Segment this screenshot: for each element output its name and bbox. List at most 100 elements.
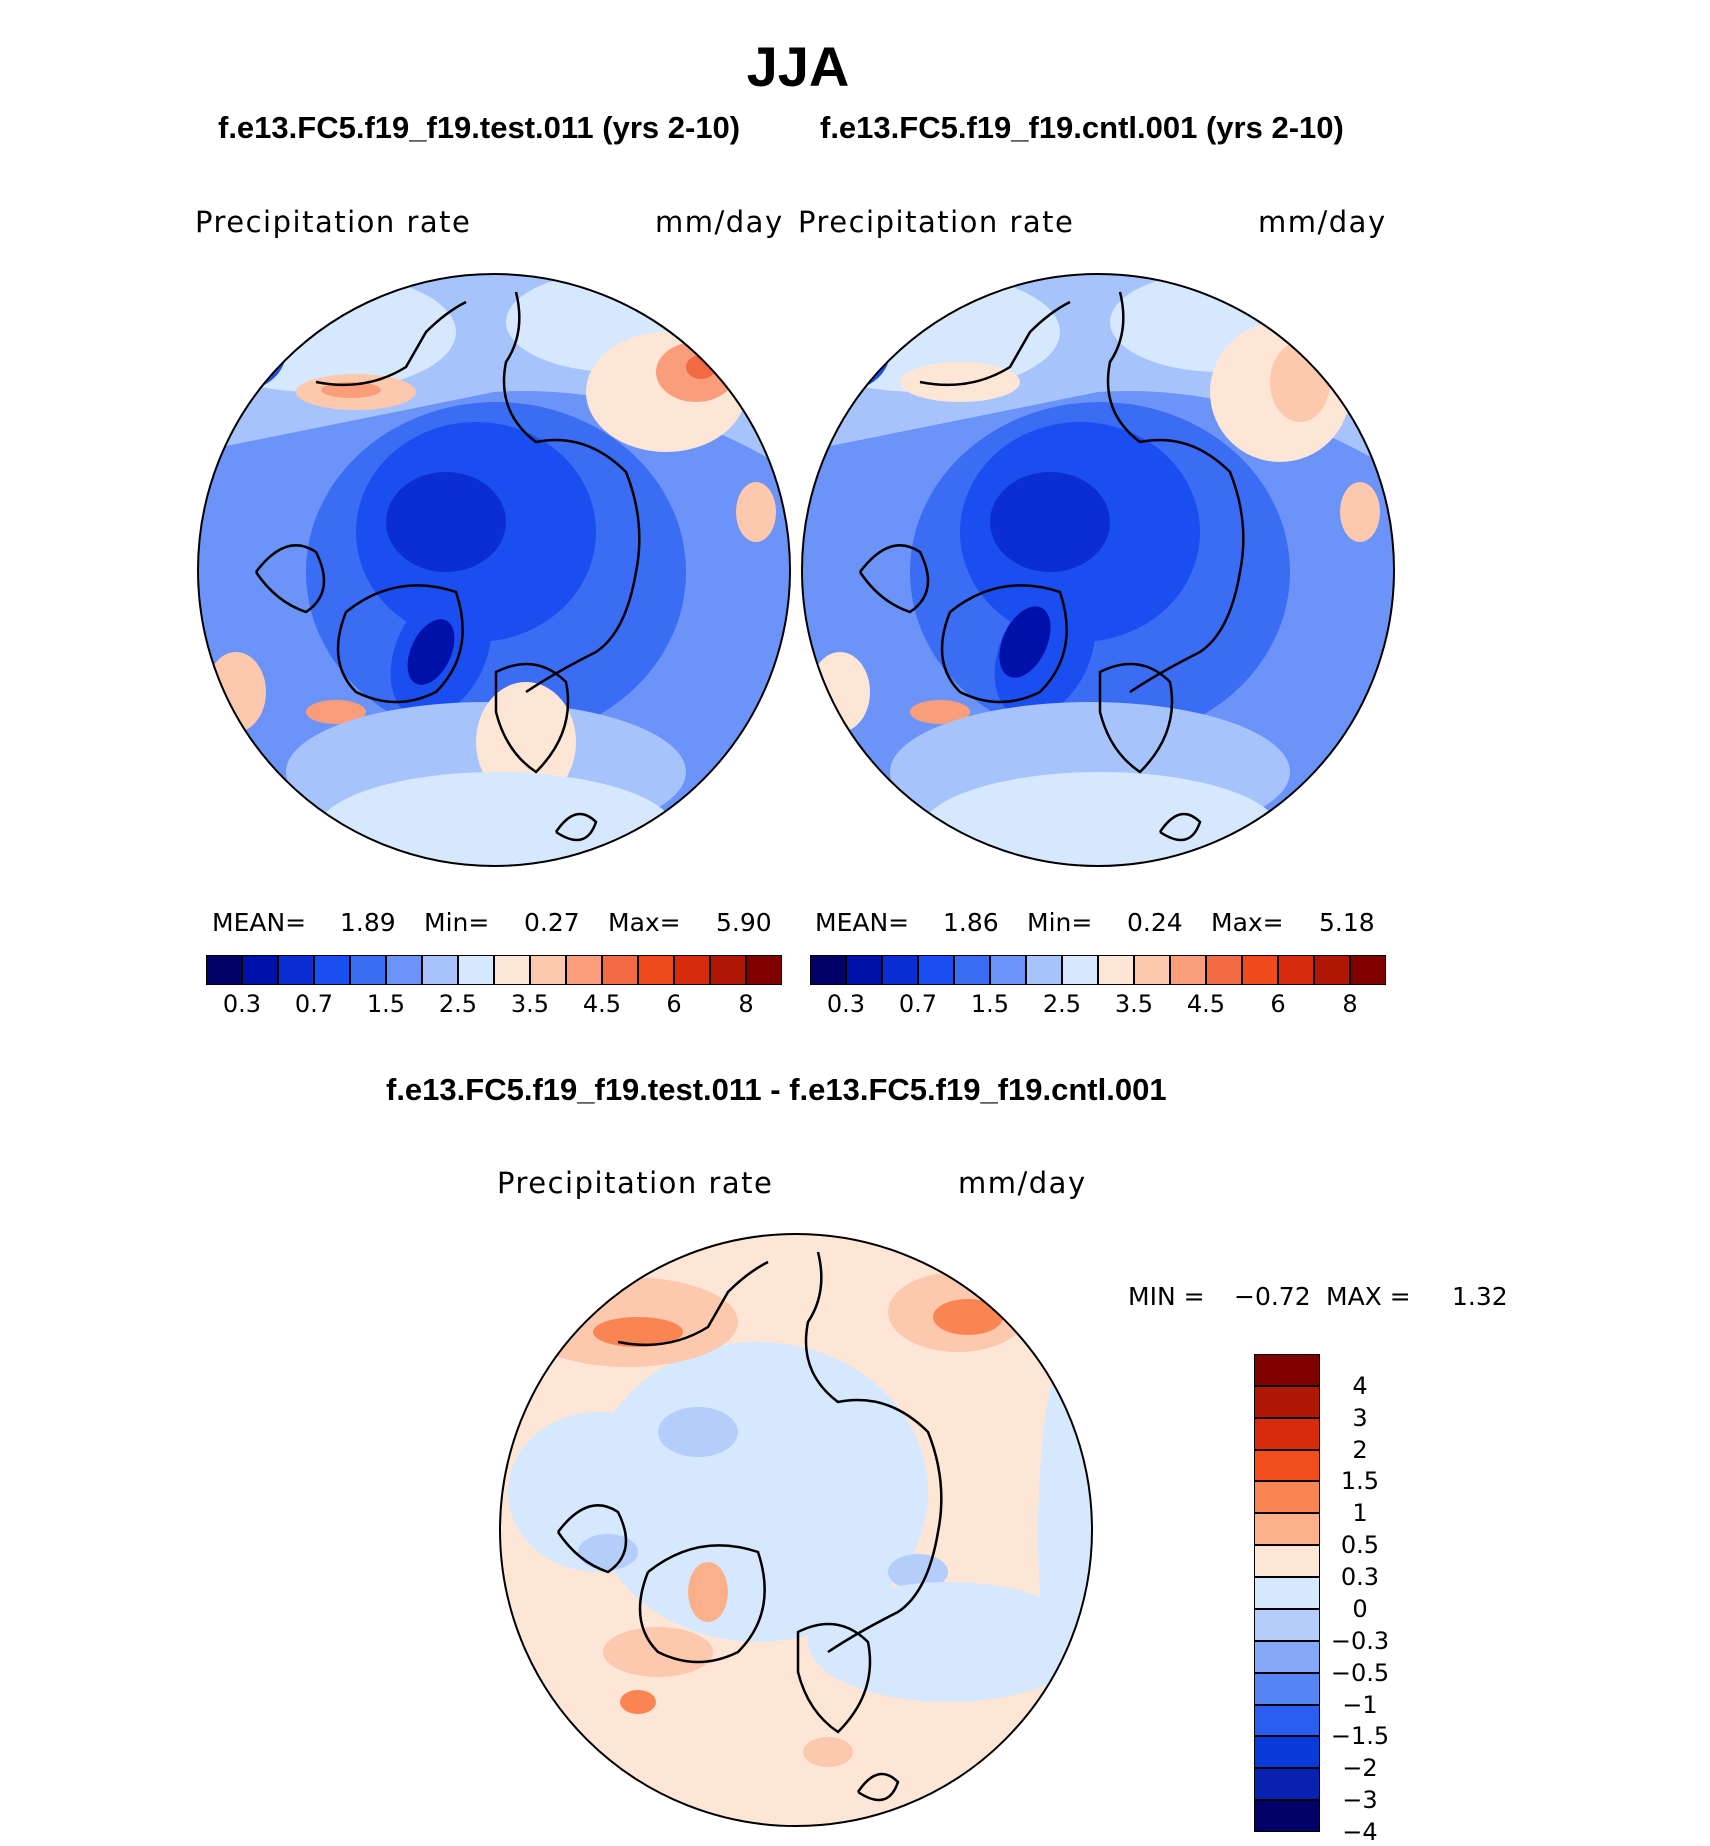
test-colorbar-box xyxy=(206,955,242,985)
diff-colorbar-tick-label: −0.5 xyxy=(1330,1658,1390,1687)
difference-precip-map xyxy=(499,1233,1093,1827)
control-colorbar-box xyxy=(1350,955,1386,985)
diff-min-label: MIN = xyxy=(1128,1282,1205,1311)
diff-colorbar-box xyxy=(1254,1768,1320,1801)
test-colorbar-box xyxy=(638,955,674,985)
test-variable-label: Precipitation rate xyxy=(195,205,472,239)
control-colorbar-tick-label: 4.5 xyxy=(1186,990,1226,1018)
diff-colorbar-box xyxy=(1254,1800,1320,1832)
test-precip-map xyxy=(197,273,791,867)
control-colorbar-box xyxy=(1278,955,1314,985)
control-variable-label: Precipitation rate xyxy=(798,205,1075,239)
test-colorbar-tick-label: 8 xyxy=(738,990,754,1018)
test-colorbar xyxy=(206,955,782,985)
diff-colorbar-tick-label: −4 xyxy=(1342,1818,1378,1846)
test-max-value: 5.90 xyxy=(716,908,772,937)
control-mean-value: 1.86 xyxy=(943,908,999,937)
diff-colorbar-tick-label: −1.5 xyxy=(1330,1722,1390,1751)
test-mean-value: 1.89 xyxy=(340,908,396,937)
control-units-label: mm/day xyxy=(1258,205,1387,239)
diff-colorbar-tick-label: 0.3 xyxy=(1340,1563,1380,1592)
control-colorbar-box xyxy=(954,955,990,985)
test-units-label: mm/day xyxy=(655,205,784,239)
control-colorbar-tick-label: 8 xyxy=(1342,990,1358,1018)
test-min-label: Min= xyxy=(424,908,490,937)
test-colorbar-box xyxy=(494,955,530,985)
test-colorbar-tick-label: 6 xyxy=(666,990,682,1018)
test-case-title: f.e13.FC5.f19_f19.test.011 (yrs 2-10) xyxy=(218,110,741,145)
diff-colorbar-box xyxy=(1254,1704,1320,1737)
diff-colorbar-tick-label: −3 xyxy=(1342,1786,1378,1815)
test-colorbar-ticks: 0.3 0.7 1.5 2.5 3.5 4.5 6 8 xyxy=(206,990,782,1020)
diff-units-label: mm/day xyxy=(958,1166,1087,1200)
test-mean-label: MEAN= xyxy=(212,908,307,937)
test-colorbar-box xyxy=(386,955,422,985)
control-colorbar xyxy=(810,955,1386,985)
diff-colorbar-tick-label: −1 xyxy=(1342,1690,1378,1719)
control-colorbar-tick-label: 1.5 xyxy=(970,990,1010,1018)
diff-variable-label: Precipitation rate xyxy=(497,1166,774,1200)
control-min-label: Min= xyxy=(1027,908,1093,937)
difference-colorbar xyxy=(1254,1354,1320,1832)
control-colorbar-box xyxy=(1206,955,1242,985)
diff-colorbar-box xyxy=(1254,1513,1320,1546)
control-max-value: 5.18 xyxy=(1319,908,1375,937)
test-colorbar-box xyxy=(710,955,746,985)
test-colorbar-tick-label: 2.5 xyxy=(438,990,478,1018)
control-colorbar-tick-label: 3.5 xyxy=(1114,990,1154,1018)
control-colorbar-box xyxy=(1242,955,1278,985)
diff-colorbar-box xyxy=(1254,1608,1320,1641)
control-colorbar-tick-label: 2.5 xyxy=(1042,990,1082,1018)
diff-colorbar-box xyxy=(1254,1577,1320,1609)
diff-max-label: MAX = xyxy=(1326,1282,1411,1311)
test-colorbar-tick-label: 4.5 xyxy=(582,990,622,1018)
test-min-value: 0.27 xyxy=(524,908,580,937)
control-mean-label: MEAN= xyxy=(815,908,910,937)
control-colorbar-box xyxy=(918,955,954,985)
control-colorbar-box xyxy=(1098,955,1134,985)
season-title: JJA xyxy=(746,35,850,98)
test-colorbar-box xyxy=(674,955,710,985)
control-colorbar-box xyxy=(1026,955,1062,985)
diff-colorbar-box xyxy=(1254,1545,1320,1578)
test-colorbar-box xyxy=(458,955,494,985)
diff-colorbar-box xyxy=(1254,1672,1320,1705)
diff-colorbar-tick-label: 2 xyxy=(1352,1435,1368,1464)
test-colorbar-tick-label: 1.5 xyxy=(366,990,406,1018)
test-colorbar-box xyxy=(242,955,278,985)
diff-colorbar-box xyxy=(1254,1449,1320,1482)
diff-max-value: 1.32 xyxy=(1452,1282,1508,1311)
control-colorbar-ticks: 0.3 0.7 1.5 2.5 3.5 4.5 6 8 xyxy=(810,990,1386,1020)
diff-colorbar-tick-label: −2 xyxy=(1342,1754,1378,1783)
control-colorbar-box xyxy=(810,955,846,985)
diff-colorbar-tick-label: 0 xyxy=(1352,1594,1368,1623)
test-colorbar-box xyxy=(350,955,386,985)
test-colorbar-box xyxy=(422,955,458,985)
test-colorbar-tick-label: 0.3 xyxy=(222,990,262,1018)
difference-title: f.e13.FC5.f19_f19.test.011 - f.e13.FC5.f… xyxy=(386,1072,1167,1107)
test-colorbar-box xyxy=(530,955,566,985)
diff-colorbar-tick-label: 1 xyxy=(1352,1499,1368,1528)
diff-colorbar-tick-label: 4 xyxy=(1352,1371,1368,1400)
control-colorbar-box xyxy=(990,955,1026,985)
diff-colorbar-box xyxy=(1254,1481,1320,1514)
difference-colorbar-ticks: 4 3 2 1.5 1 0.5 0.3 0 −0.3 −0.5 −1 −1.5 −2 −3 −4 xyxy=(1330,1354,1410,1846)
control-colorbar-box xyxy=(1314,955,1350,985)
test-max-label: Max= xyxy=(608,908,681,937)
control-colorbar-box xyxy=(1062,955,1098,985)
test-colorbar-box xyxy=(566,955,602,985)
control-max-label: Max= xyxy=(1211,908,1284,937)
test-colorbar-tick-label: 0.7 xyxy=(294,990,334,1018)
diff-colorbar-tick-label: 3 xyxy=(1352,1403,1368,1432)
diff-colorbar-box xyxy=(1254,1354,1320,1386)
control-precip-map xyxy=(801,273,1395,867)
control-colorbar-tick-label: 0.7 xyxy=(898,990,938,1018)
diff-colorbar-tick-label: 0.5 xyxy=(1340,1531,1380,1560)
diff-colorbar-box xyxy=(1254,1736,1320,1769)
control-colorbar-box xyxy=(1170,955,1206,985)
diff-colorbar-box xyxy=(1254,1640,1320,1673)
test-colorbar-tick-label: 3.5 xyxy=(510,990,550,1018)
diff-colorbar-box xyxy=(1254,1385,1320,1418)
diff-min-value: −0.72 xyxy=(1234,1282,1311,1311)
control-colorbar-tick-label: 0.3 xyxy=(826,990,866,1018)
